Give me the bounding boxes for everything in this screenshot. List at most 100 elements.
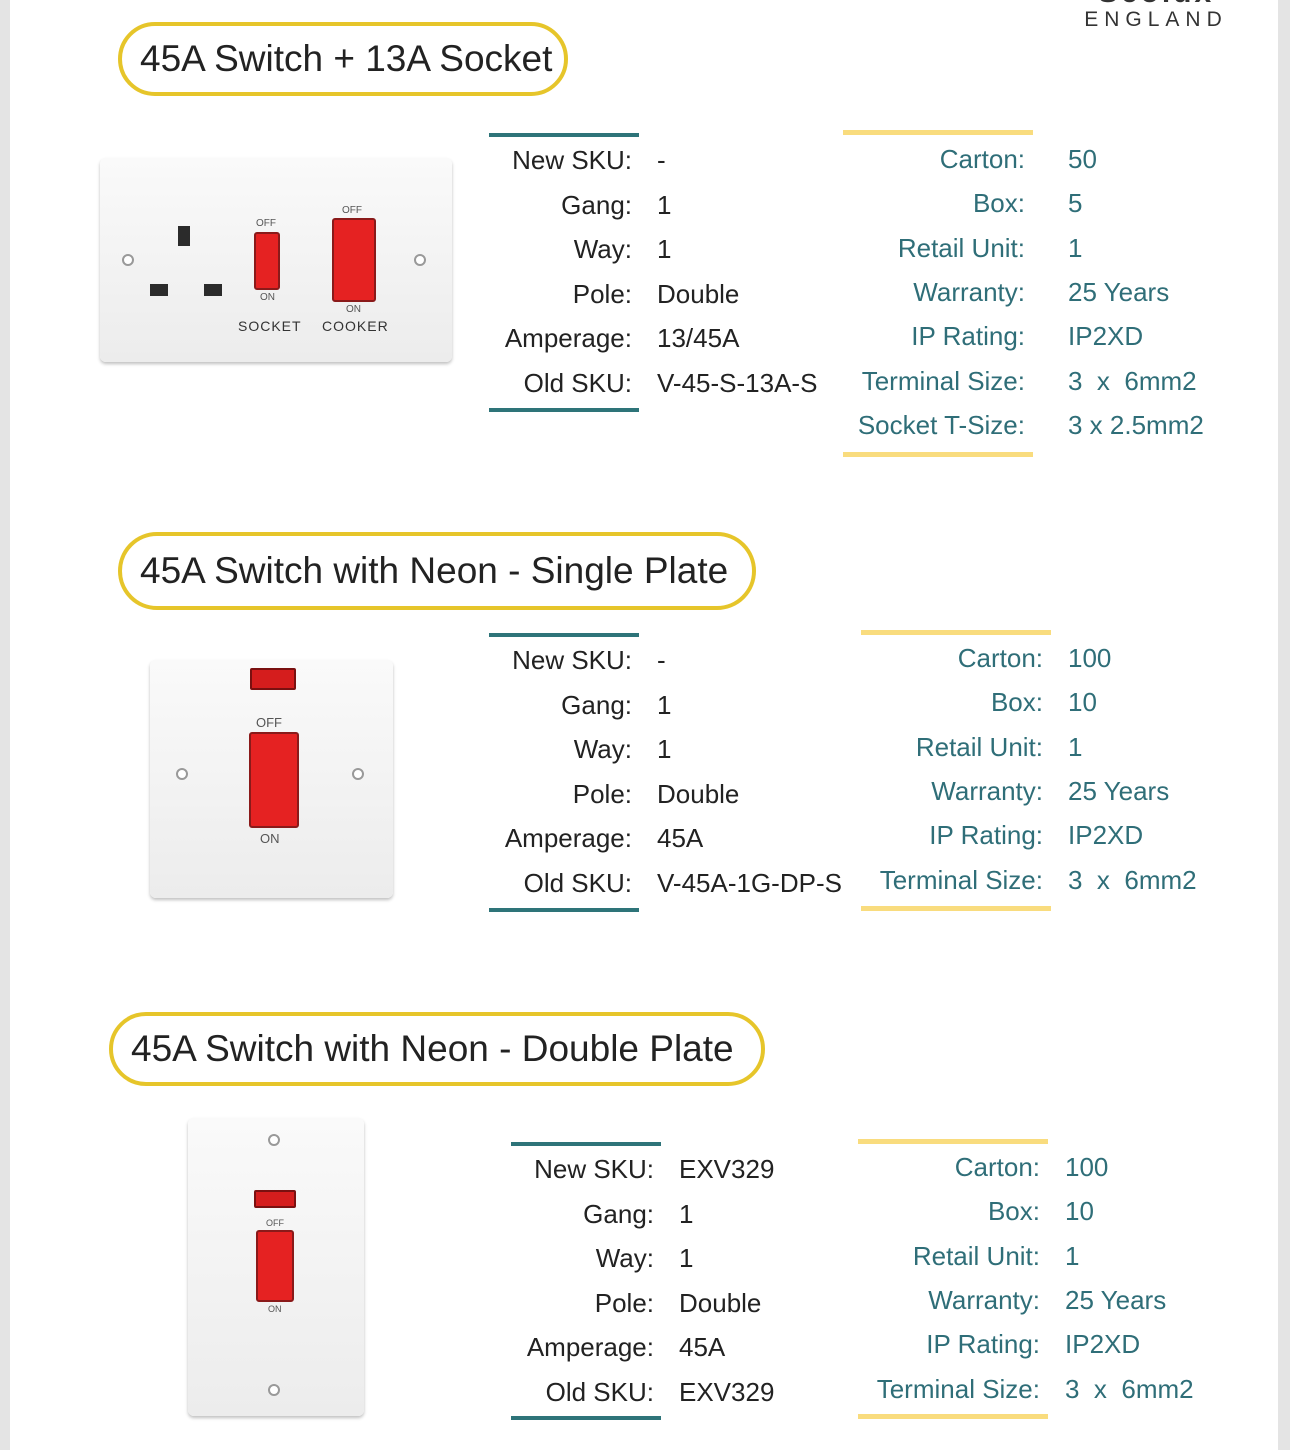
packaging-label: Warranty: bbox=[928, 1284, 1040, 1315]
packaging-label: IP Rating: bbox=[929, 820, 1043, 851]
packaging-value: 50 bbox=[1068, 144, 1097, 174]
packaging-value: 5 bbox=[1068, 188, 1083, 219]
spec-value: Double bbox=[657, 278, 740, 309]
packaging-label: Carton: bbox=[939, 144, 1025, 174]
packaging-value: IP2XD bbox=[1068, 820, 1144, 851]
packaging-label: Socket T-Size: bbox=[857, 409, 1025, 440]
spec-divider bbox=[511, 1142, 661, 1146]
product-image-neon-double: OFF ON bbox=[188, 1118, 364, 1416]
spec-label: Pole: bbox=[572, 778, 632, 809]
spec-value: 13/45A bbox=[657, 323, 740, 353]
packaging-divider bbox=[843, 452, 1033, 457]
product-title: 45A Switch with Neon - Double Plate bbox=[109, 1012, 765, 1086]
packaging-label: Terminal Size: bbox=[861, 365, 1025, 396]
spec-value: Double bbox=[657, 778, 740, 809]
packaging-label: Terminal Size: bbox=[876, 1373, 1040, 1404]
spec-label: Way: bbox=[573, 234, 632, 264]
socket-pin bbox=[150, 284, 168, 296]
packaging-value: 100 bbox=[1065, 1152, 1109, 1182]
packaging-label: Box: bbox=[987, 1196, 1040, 1227]
screw-icon bbox=[268, 1134, 280, 1146]
packaging-label: Box: bbox=[972, 188, 1025, 219]
product-title: 45A Switch + 13A Socket bbox=[118, 22, 568, 96]
packaging-label: Warranty: bbox=[913, 276, 1025, 307]
product-title: 45A Switch with Neon - Single Plate bbox=[118, 532, 756, 610]
socket-switch-rocker bbox=[254, 232, 280, 290]
packaging-value: IP2XD bbox=[1065, 1329, 1141, 1360]
spec-label: Way: bbox=[573, 734, 632, 764]
spec-label: Amperage: bbox=[504, 823, 632, 853]
spec-label: Old SKU: bbox=[523, 867, 632, 898]
packaging-label: Retail Unit: bbox=[897, 232, 1025, 263]
neon-indicator bbox=[254, 1190, 296, 1208]
packaging-value: 1 bbox=[1068, 731, 1083, 762]
off-label: OFF bbox=[256, 715, 282, 730]
packaging-divider bbox=[858, 1139, 1048, 1144]
screw-icon bbox=[352, 768, 364, 780]
spec-value: 45A bbox=[679, 1332, 726, 1362]
on-label: ON bbox=[346, 304, 361, 315]
spec-label: Gang: bbox=[561, 689, 632, 720]
socket-pin bbox=[204, 284, 222, 296]
switch-rocker bbox=[256, 1230, 294, 1302]
packaging-value: 3 x 6mm2 bbox=[1065, 1373, 1194, 1404]
spec-label: Gang: bbox=[583, 1198, 654, 1229]
packaging-value: 3 x 6mm2 bbox=[1068, 864, 1197, 895]
off-label: OFF bbox=[342, 205, 362, 216]
packaging-divider bbox=[843, 130, 1033, 135]
product-image-neon-single: OFF ON bbox=[150, 660, 393, 898]
packaging-value: 10 bbox=[1068, 687, 1097, 718]
spec-value: 1 bbox=[657, 689, 672, 720]
spec-label: Pole: bbox=[572, 278, 632, 309]
socket-earth-pin bbox=[178, 226, 190, 246]
spec-divider bbox=[489, 408, 639, 412]
spec-value: V-45A-1G-DP-S bbox=[657, 867, 842, 898]
switch-rocker bbox=[249, 732, 299, 828]
spec-label: Gang: bbox=[561, 189, 632, 220]
spec-value: 45A bbox=[657, 823, 704, 853]
off-label: OFF bbox=[256, 218, 276, 229]
packaging-value: 100 bbox=[1068, 643, 1112, 673]
packaging-value: 3 x 6mm2 bbox=[1068, 365, 1197, 396]
spec-label: New SKU: bbox=[512, 645, 632, 675]
on-label: ON bbox=[260, 831, 280, 846]
spec-label: Old SKU: bbox=[523, 367, 632, 398]
screw-icon bbox=[414, 254, 426, 266]
spec-value: Double bbox=[679, 1287, 762, 1318]
spec-value: 1 bbox=[657, 234, 672, 264]
brand-subtitle: ENGLAND bbox=[1084, 8, 1228, 31]
spec-label: Amperage: bbox=[504, 323, 632, 353]
packaging-value: 25 Years bbox=[1068, 775, 1170, 806]
packaging-label: IP Rating: bbox=[926, 1329, 1040, 1360]
packaging-label: Carton: bbox=[954, 1152, 1040, 1182]
on-label: ON bbox=[268, 1304, 282, 1314]
packaging-label: Warranty: bbox=[931, 775, 1043, 806]
spec-label: New SKU: bbox=[512, 145, 632, 175]
packaging-divider bbox=[861, 630, 1051, 635]
neon-indicator bbox=[250, 668, 296, 690]
packaging-label: Retail Unit: bbox=[915, 731, 1043, 762]
packaging-label: Retail Unit: bbox=[912, 1240, 1040, 1271]
brand-name: Scolux bbox=[1076, 0, 1236, 8]
packaging-value: 1 bbox=[1065, 1240, 1080, 1271]
spec-divider bbox=[489, 908, 639, 912]
spec-value: 1 bbox=[657, 189, 672, 220]
spec-value: - bbox=[657, 645, 666, 675]
packaging-divider bbox=[858, 1414, 1048, 1419]
packaging-label: Terminal Size: bbox=[879, 864, 1043, 895]
packaging-label: Box: bbox=[990, 687, 1043, 718]
packaging-value: 25 Years bbox=[1068, 276, 1170, 307]
spec-value: EXV329 bbox=[679, 1154, 775, 1184]
spec-divider bbox=[489, 633, 639, 637]
spec-divider bbox=[511, 1416, 661, 1420]
spec-label: Old SKU: bbox=[545, 1376, 654, 1407]
spec-value: 1 bbox=[679, 1243, 694, 1273]
cooker-label: COOKER bbox=[322, 318, 389, 334]
packaging-value: 3 x 2.5mm2 bbox=[1068, 409, 1204, 440]
socket-label: SOCKET bbox=[238, 318, 302, 334]
screw-icon bbox=[268, 1384, 280, 1396]
spec-value: EXV329 bbox=[679, 1376, 775, 1407]
product-image-switch-socket: OFF ON OFF ON SOCKET COOKER bbox=[100, 158, 452, 362]
cooker-switch-rocker bbox=[332, 218, 376, 302]
catalog-page: Scolux ENGLAND 45A Switch + 13A Socket O… bbox=[10, 0, 1278, 1450]
